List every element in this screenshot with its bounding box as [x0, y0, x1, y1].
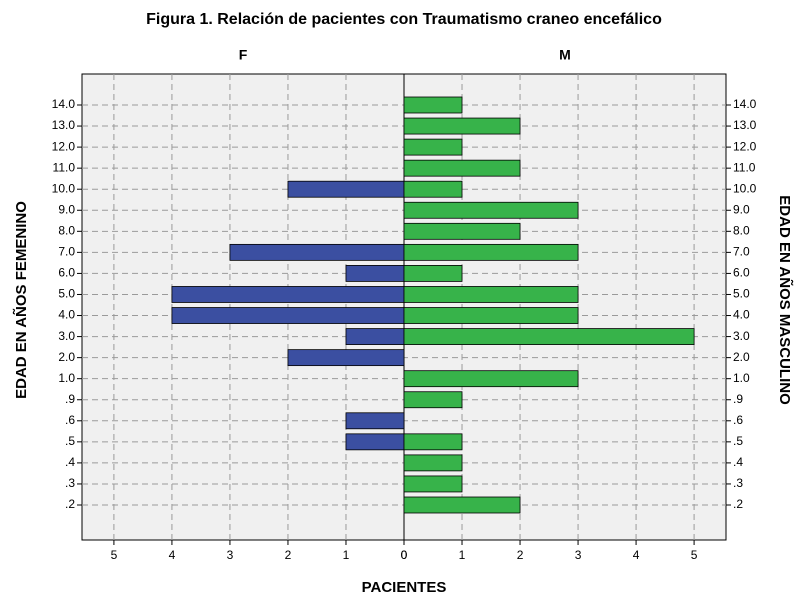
- y-tick-label: 2.0: [58, 350, 75, 364]
- y-axis-label-left: EDAD EN AÑOS FEMENINO: [12, 201, 30, 399]
- bar: [403, 328, 695, 345]
- x-tick-label: 4: [169, 548, 176, 562]
- y-tick-label: 5.0: [733, 287, 750, 301]
- x-tick-label: 3: [575, 548, 582, 562]
- bar: [403, 222, 521, 240]
- bar: [403, 433, 463, 451]
- panel-label: M: [559, 47, 571, 63]
- x-tick-label: 2: [517, 548, 524, 562]
- bar: [403, 117, 521, 135]
- y-tick-label: 9.0: [58, 202, 75, 216]
- y-tick-label: 1.0: [733, 371, 750, 385]
- bar: [403, 307, 579, 324]
- y-tick-label: .4: [733, 455, 743, 469]
- y-tick-label: 3.0: [733, 329, 750, 343]
- x-tick-label: 1: [459, 548, 466, 562]
- y-tick-label: .5: [65, 434, 75, 448]
- y-tick-label: 1.0: [58, 371, 75, 385]
- y-tick-label: .6: [733, 413, 743, 427]
- x-tick-label: 2: [285, 548, 292, 562]
- y-tick-label: 8.0: [733, 223, 750, 237]
- bar: [403, 201, 579, 219]
- y-tick-label: 3.0: [58, 329, 75, 343]
- bar: [403, 96, 463, 114]
- y-tick-label: 12.0: [52, 139, 76, 153]
- bar: [403, 286, 579, 303]
- bar: [403, 475, 463, 493]
- x-tick-label: 3: [227, 548, 234, 562]
- chart-title: Figura 1. Relación de pacientes con Trau…: [146, 11, 662, 28]
- bar: [403, 243, 579, 261]
- bar: [171, 307, 405, 324]
- bar: [403, 180, 463, 198]
- bar: [345, 328, 405, 345]
- panel-label: F: [239, 47, 248, 63]
- y-tick-label: 8.0: [58, 223, 75, 237]
- y-tick-label: 2.0: [733, 350, 750, 364]
- y-tick-label: 9.0: [733, 202, 750, 216]
- x-tick-label: 0: [401, 548, 408, 562]
- y-tick-label: 4.0: [58, 308, 75, 322]
- y-tick-label: .2: [65, 497, 75, 511]
- y-tick-label: .9: [733, 392, 743, 406]
- y-tick-label: .2: [733, 497, 743, 511]
- y-tick-label: .6: [65, 413, 75, 427]
- bar: [403, 265, 463, 282]
- y-tick-label: 6.0: [733, 266, 750, 280]
- bar: [403, 138, 463, 156]
- y-tick-label: .3: [65, 476, 75, 490]
- y-tick-label: 6.0: [58, 266, 75, 280]
- y-tick-label: 11.0: [53, 160, 76, 174]
- x-tick-label: 5: [691, 548, 698, 562]
- bar: [403, 159, 521, 177]
- y-tick-label: .4: [65, 455, 75, 469]
- bar: [287, 180, 405, 198]
- y-tick-label: .5: [733, 434, 743, 448]
- bar: [403, 454, 463, 472]
- y-tick-label: 5.0: [58, 287, 75, 301]
- y-tick-label: 14.0: [733, 97, 757, 111]
- x-tick-label: 1: [343, 548, 350, 562]
- bar: [403, 391, 463, 409]
- y-tick-label: 10.0: [52, 181, 76, 195]
- y-tick-label: 12.0: [733, 139, 757, 153]
- y-tick-label: 13.0: [52, 118, 76, 132]
- y-tick-label: 13.0: [733, 118, 757, 132]
- x-axis-label: PACIENTES: [362, 579, 447, 596]
- bar: [403, 496, 521, 514]
- y-tick-label: 7.0: [733, 245, 750, 259]
- x-tick-label: 4: [633, 548, 640, 562]
- y-tick-label: .9: [65, 392, 75, 406]
- y-tick-label: 14.0: [52, 97, 76, 111]
- bar: [403, 370, 579, 388]
- bar: [171, 286, 405, 303]
- bar: [345, 433, 405, 451]
- y-tick-label: 10.0: [733, 181, 757, 195]
- y-tick-label: 4.0: [733, 308, 750, 322]
- bar: [345, 412, 405, 430]
- y-tick-label: 11.0: [733, 160, 756, 174]
- x-tick-label: 5: [111, 548, 118, 562]
- x-tick-label: 0: [401, 548, 408, 562]
- bar: [229, 243, 405, 261]
- bar: [345, 265, 405, 282]
- y-tick-label: 7.0: [58, 245, 75, 259]
- bar: [287, 349, 405, 367]
- y-axis-label-right: EDAD EN AÑOS MASCULINO: [776, 195, 794, 405]
- y-tick-label: .3: [733, 476, 743, 490]
